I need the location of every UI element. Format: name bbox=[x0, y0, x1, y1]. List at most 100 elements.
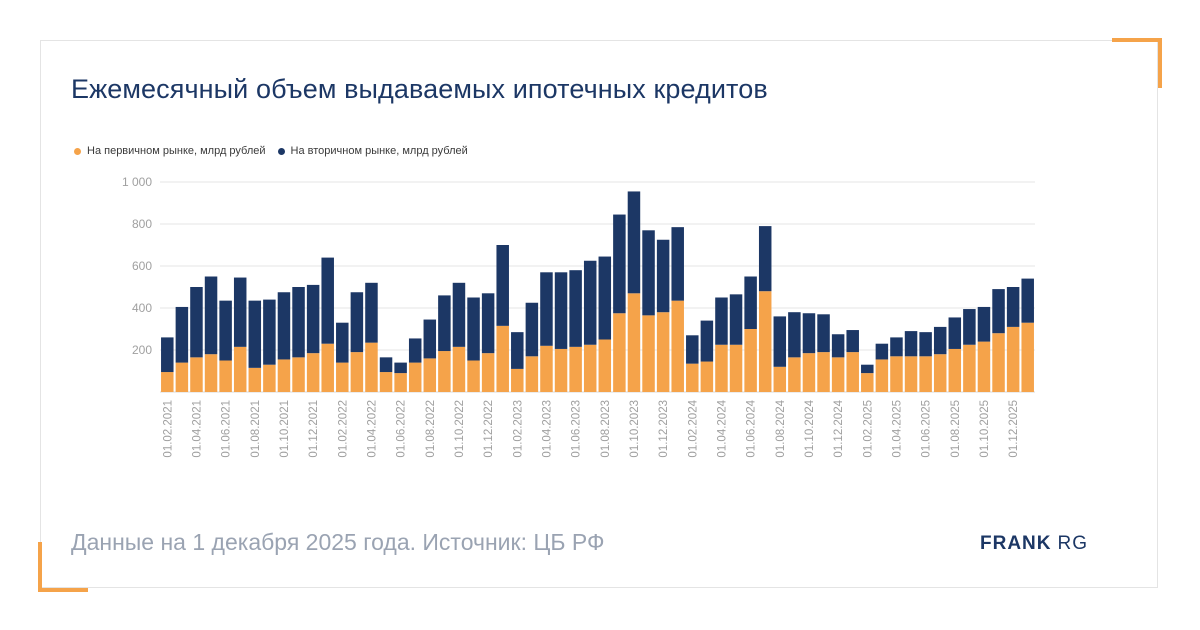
bar-primary-3 bbox=[204, 354, 218, 392]
x-tick-label-1: 01.04.2021 bbox=[191, 400, 203, 458]
y-tick-label-0: 200 bbox=[132, 343, 152, 357]
brand-logo-strong: FRANK bbox=[980, 533, 1052, 554]
bar-primary-42 bbox=[773, 366, 787, 392]
bar-primary-50 bbox=[890, 356, 903, 392]
bar-secondary-38 bbox=[715, 297, 728, 345]
bar-primary-55 bbox=[963, 344, 976, 392]
bar-secondary-48 bbox=[861, 364, 874, 374]
bar-secondary-29 bbox=[583, 260, 597, 345]
x-tick-label-7: 01.04.2022 bbox=[366, 400, 378, 458]
bar-secondary-42 bbox=[773, 316, 787, 367]
x-tick-label-21: 01.08.2024 bbox=[775, 399, 787, 457]
bar-secondary-59 bbox=[1021, 278, 1034, 323]
bar-primary-11 bbox=[321, 343, 334, 392]
x-tick-label-10: 01.10.2022 bbox=[454, 400, 466, 458]
bar-primary-28 bbox=[569, 346, 582, 392]
chart-title: Ежемесячный объем выдаваемых ипотечных к… bbox=[71, 74, 768, 104]
y-tick-label-2: 600 bbox=[132, 259, 152, 273]
bar-primary-46 bbox=[831, 357, 845, 392]
x-tick-label-11: 01.12.2022 bbox=[483, 400, 495, 458]
bar-primary-45 bbox=[817, 352, 830, 392]
bar-secondary-37 bbox=[700, 320, 714, 362]
x-tick-label-27: 01.08.2025 bbox=[950, 400, 962, 458]
bar-secondary-15 bbox=[379, 357, 393, 373]
bar-primary-22 bbox=[481, 353, 495, 392]
bar-primary-20 bbox=[452, 346, 466, 392]
bar-primary-40 bbox=[744, 329, 757, 392]
bar-secondary-54 bbox=[948, 317, 962, 349]
bar-secondary-49 bbox=[875, 343, 889, 360]
bar-secondary-28 bbox=[569, 270, 582, 347]
bar-primary-56 bbox=[977, 341, 991, 392]
corner-accent-bottom-horizontal bbox=[38, 588, 88, 592]
bar-secondary-24 bbox=[511, 332, 524, 369]
bar-secondary-46 bbox=[831, 334, 845, 358]
bar-primary-35 bbox=[671, 300, 684, 392]
bar-primary-47 bbox=[846, 352, 859, 392]
chart-legend: На первичном рынке, млрд рублей На втори… bbox=[74, 145, 468, 157]
bar-secondary-50 bbox=[890, 337, 903, 357]
bar-primary-23 bbox=[496, 325, 509, 392]
x-tick-label-3: 01.08.2021 bbox=[250, 400, 262, 458]
x-tick-label-26: 01.06.2025 bbox=[921, 400, 933, 458]
bar-secondary-56 bbox=[977, 306, 991, 342]
bar-secondary-6 bbox=[248, 300, 262, 368]
x-tick-label-18: 01.02.2024 bbox=[687, 399, 699, 457]
bar-primary-25 bbox=[525, 356, 539, 392]
bar-secondary-32 bbox=[627, 191, 641, 294]
bar-secondary-1 bbox=[175, 306, 189, 363]
bar-primary-37 bbox=[700, 361, 714, 392]
x-tick-label-23: 01.12.2024 bbox=[833, 399, 845, 457]
bar-secondary-12 bbox=[336, 322, 349, 363]
x-tick-label-2: 01.06.2021 bbox=[221, 400, 233, 458]
x-tick-label-8: 01.06.2022 bbox=[396, 400, 408, 458]
bar-secondary-40 bbox=[744, 276, 757, 329]
bar-primary-43 bbox=[788, 357, 801, 392]
x-tick-label-19: 01.04.2024 bbox=[716, 399, 728, 457]
bar-primary-39 bbox=[729, 344, 743, 392]
bar-primary-4 bbox=[219, 360, 232, 392]
bar-primary-5 bbox=[233, 346, 247, 392]
bar-primary-9 bbox=[292, 357, 305, 392]
corner-accent-top-vertical bbox=[1158, 38, 1162, 88]
bar-primary-51 bbox=[904, 356, 918, 392]
x-tick-label-20: 01.06.2024 bbox=[746, 399, 758, 457]
bar-secondary-9 bbox=[292, 287, 305, 358]
x-tick-label-9: 01.08.2022 bbox=[425, 400, 437, 458]
bar-secondary-7 bbox=[263, 299, 276, 365]
bar-secondary-57 bbox=[992, 289, 1005, 334]
bar-primary-26 bbox=[540, 345, 553, 392]
legend-item-primary: На первичном рынке, млрд рублей bbox=[74, 145, 266, 157]
bar-secondary-58 bbox=[1006, 287, 1020, 327]
legend-dot-secondary bbox=[277, 147, 285, 155]
y-tick-label-4: 1 000 bbox=[122, 175, 152, 189]
y-tick-label-1: 400 bbox=[132, 301, 152, 315]
bar-secondary-13 bbox=[350, 292, 364, 353]
bar-secondary-2 bbox=[190, 287, 203, 358]
x-tick-label-14: 01.06.2023 bbox=[571, 400, 583, 458]
bar-secondary-26 bbox=[540, 272, 553, 346]
bar-primary-48 bbox=[861, 373, 874, 392]
x-tick-label-25: 01.04.2025 bbox=[891, 400, 903, 458]
bar-primary-38 bbox=[715, 344, 728, 392]
bar-secondary-0 bbox=[161, 337, 174, 373]
bar-primary-19 bbox=[438, 351, 451, 392]
bar-secondary-34 bbox=[656, 239, 670, 313]
legend-item-secondary: На вторичном рынке, млрд рублей bbox=[277, 145, 468, 157]
x-tick-label-15: 01.08.2023 bbox=[600, 400, 612, 458]
bar-primary-59 bbox=[1021, 322, 1034, 392]
x-tick-label-13: 01.04.2023 bbox=[541, 400, 553, 458]
bar-primary-30 bbox=[598, 339, 612, 392]
bar-secondary-43 bbox=[788, 312, 801, 358]
x-tick-label-16: 01.10.2023 bbox=[629, 400, 641, 458]
bar-secondary-36 bbox=[686, 335, 699, 364]
bar-primary-58 bbox=[1006, 326, 1020, 392]
bar-primary-54 bbox=[948, 348, 962, 392]
bar-primary-17 bbox=[408, 362, 422, 392]
bar-primary-12 bbox=[336, 362, 349, 392]
bar-secondary-39 bbox=[729, 294, 743, 345]
source-note: Данные на 1 декабря 2025 года. Источник:… bbox=[71, 529, 605, 555]
bar-secondary-22 bbox=[481, 293, 495, 354]
bar-secondary-30 bbox=[598, 256, 612, 340]
